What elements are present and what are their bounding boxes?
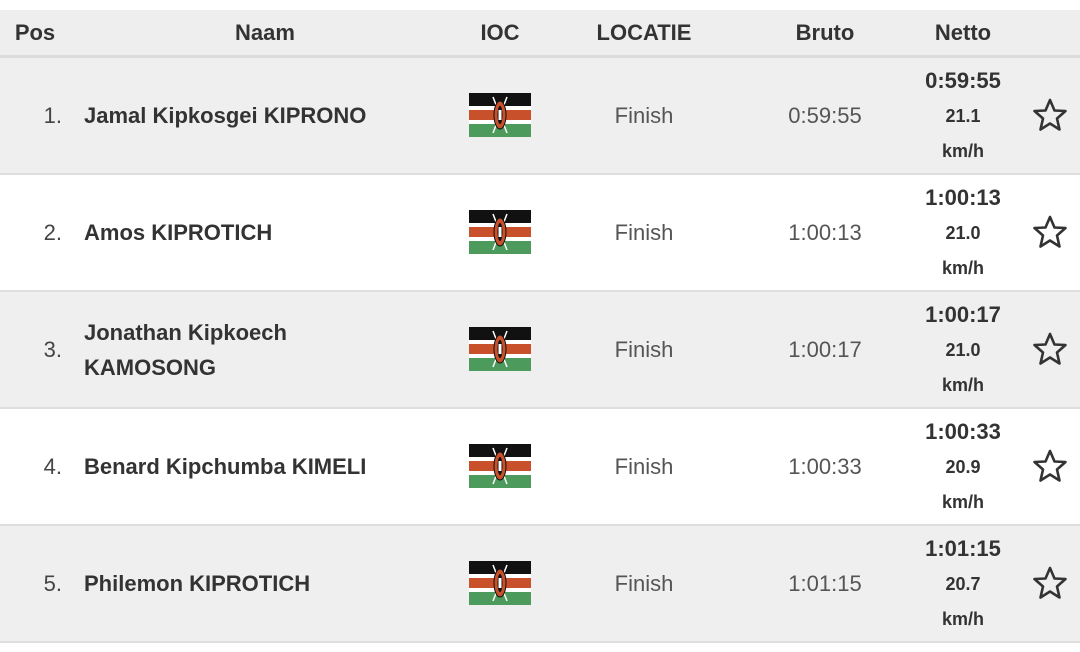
speed: 20.9 km/h [941, 456, 984, 512]
position: 1. [43, 102, 62, 128]
column-header: IOC [480, 20, 520, 45]
table-header: Pos Naam IOC LOCATIE Bruto Netto [0, 10, 1080, 58]
position: 2. [43, 219, 62, 245]
speed: 21.0 km/h [941, 222, 984, 278]
location: Finish [614, 570, 674, 596]
athlete-name: Jonathan Kipkoech KAMOSONG [84, 319, 287, 380]
column-header: Pos [14, 20, 56, 45]
location: Finish [614, 336, 674, 362]
net-time: 1:01:15 [925, 535, 1001, 561]
country-flag [469, 210, 531, 254]
column-header: Naam [235, 20, 295, 45]
gross-time: 1:00:13 [788, 219, 862, 245]
location: Finish [614, 102, 674, 128]
column-header: LOCATIE [596, 20, 692, 45]
favorite-star[interactable] [1033, 98, 1067, 132]
net-time: 1:00:13 [925, 184, 1001, 210]
location: Finish [614, 219, 674, 245]
country-flag [469, 327, 531, 371]
location: Finish [614, 453, 674, 479]
net-cell: 1:00:13 21.0 km/h [903, 175, 1023, 290]
net-cell: 1:00:17 21.0 km/h [903, 292, 1023, 407]
result-row: 5. Philemon KIPROTICH Finish 1:01:15 1:01:15… [0, 526, 1080, 643]
athlete-name: Philemon KIPROTICH [84, 571, 311, 596]
speed: 21.0 km/h [941, 339, 984, 395]
favorite-star[interactable] [1033, 215, 1067, 249]
country-flag [469, 444, 531, 488]
athlete-name: Benard Kipchumba KIMELI [84, 454, 367, 479]
result-row: 2. Amos KIPROTICH Finish 1:00:13 1:00:13 21.0… [0, 175, 1080, 292]
net-time: 0:59:55 [925, 67, 1001, 93]
position: 3. [43, 336, 62, 362]
net-cell: 0:59:55 21.1 km/h [903, 58, 1023, 173]
net-cell: 1:01:15 20.7 km/h [903, 526, 1023, 641]
column-header: Netto [934, 20, 992, 45]
favorite-star[interactable] [1033, 449, 1067, 483]
position: 4. [43, 453, 62, 479]
speed: 20.7 km/h [941, 573, 984, 629]
country-flag [469, 561, 531, 605]
net-time: 1:00:17 [925, 301, 1001, 327]
athlete-name: Amos KIPROTICH [84, 220, 273, 245]
favorite-star[interactable] [1033, 566, 1067, 600]
position: 5. [43, 570, 62, 596]
speed: 21.1 km/h [941, 105, 984, 161]
country-flag [469, 93, 531, 137]
result-row: 4. Benard Kipchumba KIMELI Finish 1:00:33 1:… [0, 409, 1080, 526]
column-header: Bruto [795, 20, 855, 45]
gross-time: 1:00:17 [788, 336, 862, 362]
result-row: 3. Jonathan Kipkoech KAMOSONG Finish 1:00:1… [0, 292, 1080, 409]
result-row: 1. Jamal Kipkosgei KIPRONO Finish 0:59:55 0:… [0, 58, 1080, 175]
athlete-name: Jamal Kipkosgei KIPRONO [84, 103, 367, 128]
favorite-star[interactable] [1033, 332, 1067, 366]
gross-time: 1:01:15 [788, 570, 862, 596]
gross-time: 1:00:33 [788, 453, 862, 479]
gross-time: 0:59:55 [788, 102, 862, 128]
net-time: 1:00:33 [925, 418, 1001, 444]
net-cell: 1:00:33 20.9 km/h [903, 409, 1023, 524]
